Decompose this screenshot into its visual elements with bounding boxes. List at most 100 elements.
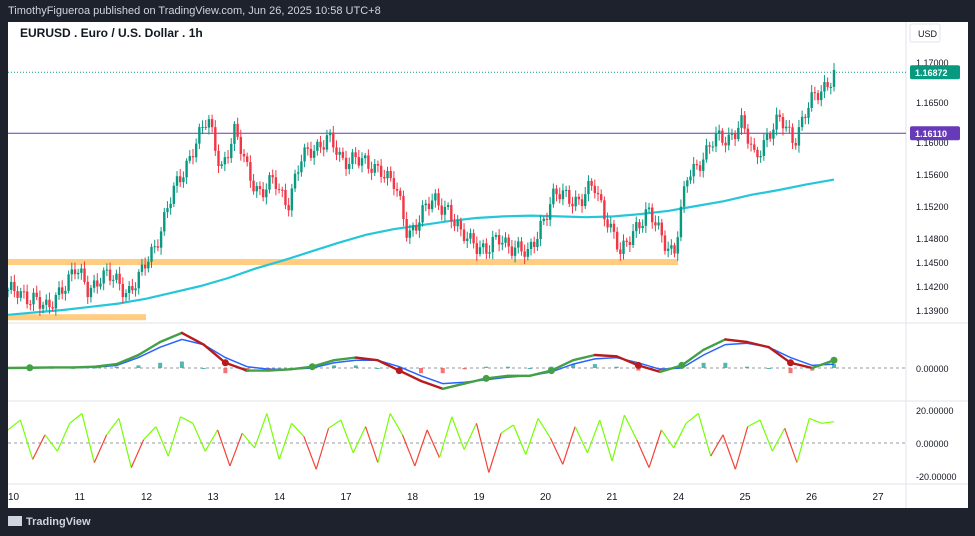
momentum-line-segment xyxy=(7,419,21,431)
candle-body xyxy=(150,246,153,262)
candle-body xyxy=(622,240,625,254)
tradingview-logo[interactable]: TradingView xyxy=(8,516,91,528)
candle-body xyxy=(555,188,558,195)
candle-body xyxy=(453,221,456,227)
horizontal-line-tag xyxy=(910,126,960,141)
candle-body xyxy=(395,188,399,191)
candle-body xyxy=(488,252,491,254)
candle-body xyxy=(523,251,526,257)
candle-body xyxy=(593,185,597,194)
momentum-line-segment xyxy=(315,428,330,470)
oscillator-histogram-bar xyxy=(701,362,706,368)
momentum-line-segment xyxy=(512,424,527,455)
oscillator-line-segment xyxy=(376,359,401,372)
momentum-line-segment xyxy=(562,426,576,465)
candle-body xyxy=(363,155,367,159)
momentum-line-segment xyxy=(673,423,687,449)
candle-body xyxy=(153,246,156,248)
candle-body xyxy=(386,170,389,179)
candle-body xyxy=(769,133,772,139)
momentum-line-segment xyxy=(389,413,404,436)
candle-body xyxy=(491,236,494,253)
momentum-line-segment xyxy=(19,419,34,460)
candle-body xyxy=(226,157,230,159)
candle-body xyxy=(737,127,740,140)
candle-body xyxy=(67,274,70,291)
candle-body xyxy=(813,92,817,94)
momentum-line-segment xyxy=(426,429,441,459)
oscillator-cross-marker xyxy=(678,361,686,369)
candle-body xyxy=(322,147,325,150)
momentum-line-segment xyxy=(599,419,613,462)
candle-body xyxy=(172,185,176,204)
oscillator-line-segment xyxy=(419,379,444,390)
candle-body xyxy=(99,283,102,287)
horizontal-line-label: 1.16110 xyxy=(915,129,947,139)
oscillator-cross-marker xyxy=(787,359,795,367)
oscillator-line-segment xyxy=(441,382,466,390)
candle-body xyxy=(727,134,730,146)
candle-body xyxy=(717,130,721,134)
candle-body xyxy=(686,180,689,187)
candle-body xyxy=(370,168,373,173)
candle-body xyxy=(804,116,807,118)
x-tick-label: 13 xyxy=(208,492,220,503)
candle-body xyxy=(255,186,258,192)
candle-body xyxy=(724,142,727,146)
oscillator-histogram-bar xyxy=(419,368,423,374)
candle-body xyxy=(131,286,134,291)
candle-body xyxy=(635,222,638,232)
candle-body xyxy=(316,141,319,151)
candle-body xyxy=(201,126,204,128)
candle-body xyxy=(832,70,836,87)
momentum-line-segment xyxy=(69,413,83,424)
oscillator-line-segment xyxy=(811,359,836,370)
oscillator-line-segment xyxy=(658,364,684,374)
price-tick-label: 1.17000 xyxy=(916,58,949,68)
momentum-line-segment xyxy=(475,423,490,473)
candle-body xyxy=(112,279,115,281)
oscillator-cross-marker xyxy=(482,374,490,382)
momentum-line-segment xyxy=(278,423,293,460)
candle-body xyxy=(775,114,778,130)
oscillator-line-segment xyxy=(615,355,640,367)
candle-body xyxy=(542,218,545,222)
candle-body xyxy=(609,223,612,228)
momentum-line-segment xyxy=(364,426,379,463)
candle-body xyxy=(590,180,593,186)
candle-body xyxy=(427,203,431,210)
candle-body xyxy=(220,164,223,167)
candle-body xyxy=(86,281,89,298)
momentum-line-segment xyxy=(352,426,367,454)
candle-body xyxy=(539,221,542,239)
support-zone xyxy=(8,259,678,265)
x-tick-label: 19 xyxy=(474,492,486,503)
candle-body xyxy=(485,243,488,254)
candle-body xyxy=(440,205,443,215)
momentum-line-segment xyxy=(44,434,58,452)
momentum-line-segment xyxy=(143,426,157,441)
candle-body xyxy=(188,156,191,161)
candle-body xyxy=(698,165,702,171)
momentum-line-segment xyxy=(722,434,736,470)
candle-body xyxy=(778,114,781,117)
candle-body xyxy=(73,269,77,275)
momentum-line-segment xyxy=(93,434,108,463)
oscillator-line-segment xyxy=(789,361,814,370)
currency-button[interactable] xyxy=(909,23,941,43)
oscillator-line-segment xyxy=(93,362,118,368)
oscillator-line-segment xyxy=(332,356,357,362)
price-tick-label: 1.14200 xyxy=(916,282,949,292)
candle-body xyxy=(341,151,345,158)
momentum-line-segment xyxy=(574,426,588,454)
momentum-line-segment xyxy=(463,423,478,450)
candle-body xyxy=(191,156,195,158)
candle-body xyxy=(325,135,329,150)
chart-svg[interactable]: 10 11 12 13 14 17 18 19 20 21 24 25 26 27 1.17000 1.165… xyxy=(6,22,968,508)
candle-body xyxy=(284,189,287,206)
oscillator-histogram-bar xyxy=(484,366,489,368)
price-tick-label: 1.14800 xyxy=(916,234,949,244)
candle-body xyxy=(293,173,297,189)
momentum-line-segment xyxy=(266,413,280,460)
candle-body xyxy=(781,116,785,129)
